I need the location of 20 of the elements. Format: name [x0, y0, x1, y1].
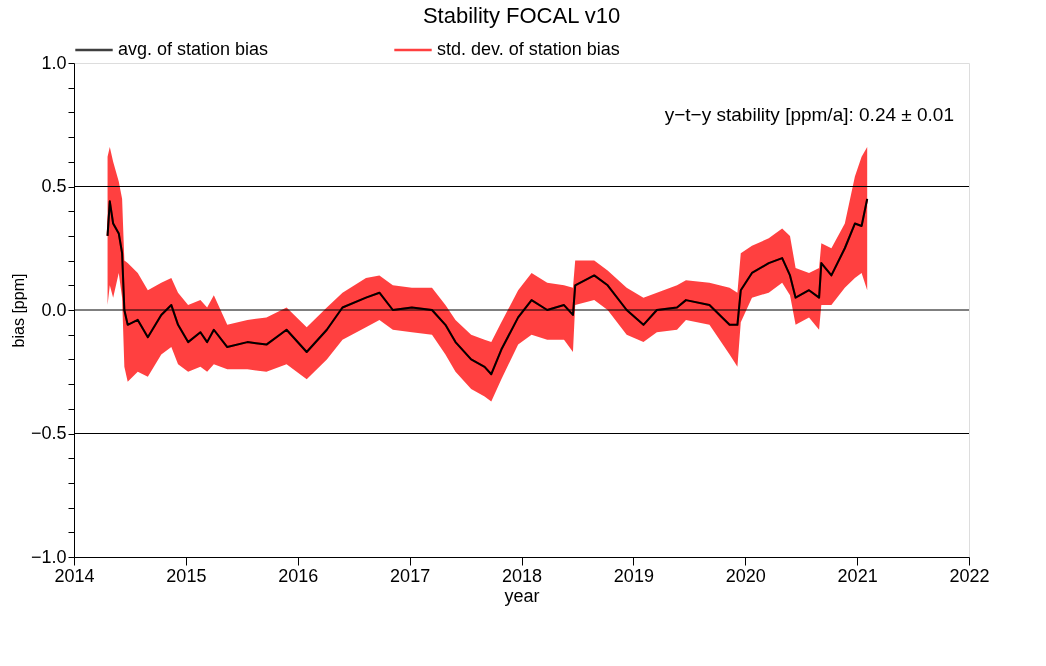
- y-tick-label: −0.5: [30, 423, 67, 443]
- x-tick-label: 2021: [837, 565, 878, 586]
- x-tick-label: 2018: [501, 565, 543, 586]
- x-axis-title: year: [504, 585, 540, 606]
- x-tick-label: 2014: [54, 565, 95, 586]
- legend-label: avg. of station bias: [118, 39, 269, 59]
- legend-label: std. dev. of station bias: [437, 39, 620, 59]
- x-tick-label: 2017: [390, 565, 431, 586]
- x-tick-label: 2022: [949, 565, 990, 586]
- x-tick-label: 2016: [278, 565, 319, 586]
- y-tick-label: −1.0: [30, 546, 67, 567]
- x-tick-label: 2020: [725, 565, 766, 586]
- chart-title: Stability FOCAL v10: [422, 3, 621, 28]
- x-tick-label: 2015: [166, 565, 207, 586]
- x-tick-label: 2019: [613, 565, 654, 586]
- y-tick-label: 0.0: [41, 299, 67, 320]
- y-axis-title: bias [ppm]: [9, 273, 27, 348]
- y-tick-label: 1.0: [41, 52, 67, 73]
- annotation: y−t−y stability [ppm/a]: 0.24 ± 0.01: [664, 104, 954, 125]
- y-tick-label: 0.5: [41, 176, 67, 196]
